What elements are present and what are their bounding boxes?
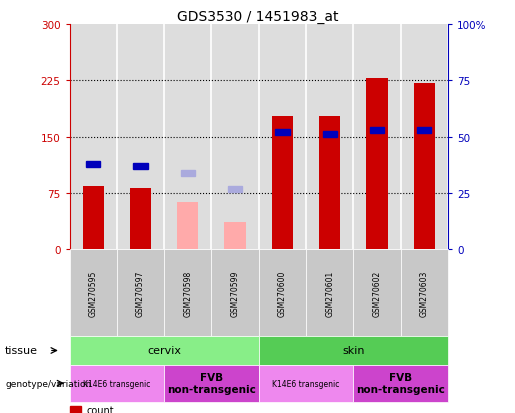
Bar <box>272 116 293 250</box>
Text: GSM270595: GSM270595 <box>89 270 98 316</box>
Bar <box>225 222 246 250</box>
Bar <box>323 132 337 138</box>
Bar <box>228 186 242 192</box>
Text: GSM270600: GSM270600 <box>278 270 287 316</box>
Text: FVB
non-transgenic: FVB non-transgenic <box>167 373 256 394</box>
Bar <box>367 79 388 250</box>
Bar <box>414 83 435 250</box>
Text: K14E6 transgenic: K14E6 transgenic <box>83 379 150 388</box>
Bar <box>177 203 198 250</box>
Text: GSM270601: GSM270601 <box>325 270 334 316</box>
Text: FVB
non-transgenic: FVB non-transgenic <box>356 373 445 394</box>
Text: genotype/variation: genotype/variation <box>5 379 91 388</box>
Bar <box>86 161 100 167</box>
Text: GSM270599: GSM270599 <box>231 270 239 316</box>
Bar <box>417 128 432 133</box>
Text: K14E6 transgenic: K14E6 transgenic <box>272 379 340 388</box>
Bar <box>181 170 195 176</box>
Text: GSM270603: GSM270603 <box>420 270 429 316</box>
Text: GSM270598: GSM270598 <box>183 270 192 316</box>
Text: GDS3530 / 1451983_at: GDS3530 / 1451983_at <box>177 10 338 24</box>
Text: GSM270597: GSM270597 <box>136 270 145 316</box>
Text: count: count <box>86 405 114 413</box>
Bar <box>130 188 151 250</box>
Bar <box>82 186 104 250</box>
Bar <box>133 164 148 170</box>
Bar <box>370 128 384 133</box>
Text: cervix: cervix <box>147 346 181 356</box>
Bar <box>276 130 289 136</box>
Text: GSM270602: GSM270602 <box>372 270 382 316</box>
Bar <box>319 116 340 250</box>
Text: tissue: tissue <box>5 346 38 356</box>
Text: skin: skin <box>342 346 365 356</box>
